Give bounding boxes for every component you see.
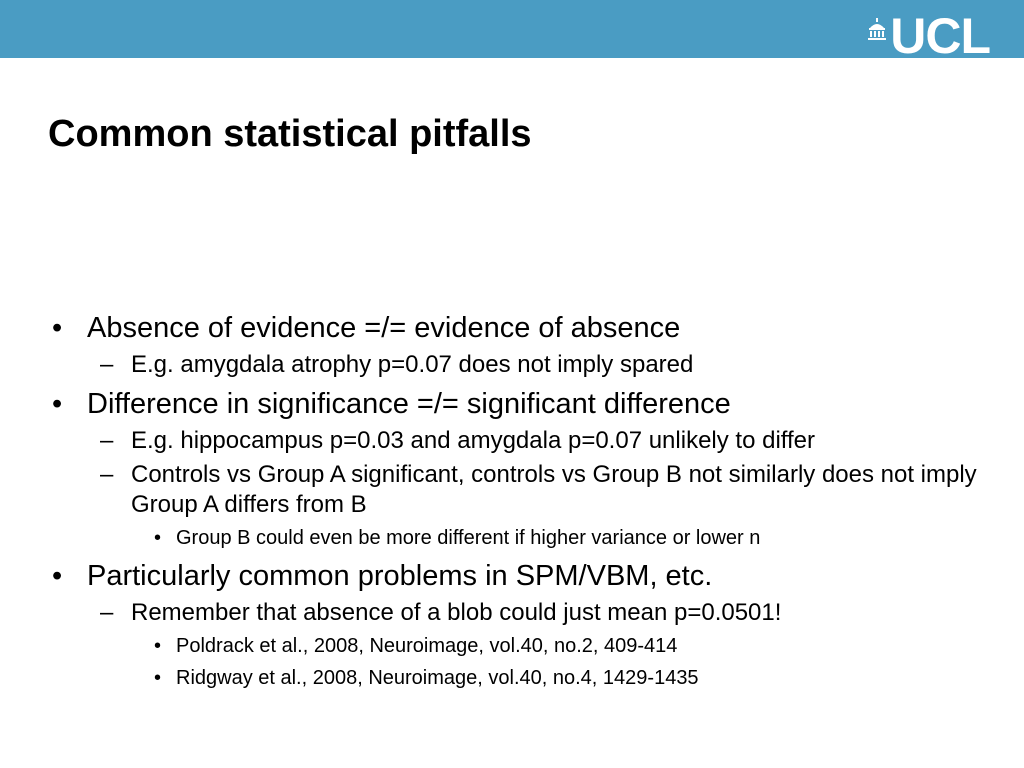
header-bar: UCL <box>0 0 1024 64</box>
sub-sub-bullet-item: • Group B could even be more different i… <box>48 524 988 552</box>
reference-text: Ridgway et al., 2008, Neuroimage, vol.40… <box>176 667 699 689</box>
dot-marker: • <box>154 635 162 657</box>
dash-marker: – <box>100 599 114 626</box>
sub-bullet-text: Remember that absence of a blob could ju… <box>131 599 782 626</box>
ucl-logo: UCL <box>868 8 991 64</box>
dash-marker: – <box>100 351 114 378</box>
bullet-item: • Difference in significance =/= signifi… <box>48 384 988 424</box>
sub-bullet-item: – E.g. hippocampus p=0.03 and amygdala p… <box>48 426 988 456</box>
bullet-text: Difference in significance =/= significa… <box>87 388 731 420</box>
dash-marker: – <box>100 427 114 454</box>
sub-sub-bullet-item: • Ridgway et al., 2008, Neuroimage, vol.… <box>48 664 988 692</box>
reference-text: Poldrack et al., 2008, Neuroimage, vol.4… <box>176 635 678 657</box>
bullet-list: • Absence of evidence =/= evidence of ab… <box>48 306 988 696</box>
logo-text: UCL <box>890 8 991 64</box>
slide-title: Common statistical pitfalls <box>48 113 532 155</box>
bullet-item: • Particularly common problems in SPM/VB… <box>48 556 988 596</box>
sub-bullet-text: Controls vs Group A significant, control… <box>131 461 977 518</box>
bullet-marker: • <box>52 388 63 420</box>
sub-bullet-text: E.g. amygdala atrophy p=0.07 does not im… <box>131 351 694 378</box>
sub-sub-bullet-item: • Poldrack et al., 2008, Neuroimage, vol… <box>48 632 988 660</box>
bullet-text: Particularly common problems in SPM/VBM,… <box>87 560 713 592</box>
portico-dome-icon <box>868 18 887 40</box>
dot-marker: • <box>154 527 162 549</box>
sub-bullet-text: E.g. hippocampus p=0.03 and amygdala p=0… <box>131 427 816 454</box>
sub-bullet-item: – Remember that absence of a blob could … <box>48 598 988 628</box>
dot-marker: • <box>154 667 162 689</box>
bullet-item: • Absence of evidence =/= evidence of ab… <box>48 308 988 348</box>
sub-bullet-item: – E.g. amygdala atrophy p=0.07 does not … <box>48 350 988 380</box>
bullet-marker: • <box>52 560 63 592</box>
dash-marker: – <box>100 461 114 488</box>
bullet-marker: • <box>52 312 63 344</box>
sub-bullet-item: – Controls vs Group A significant, contr… <box>48 460 988 520</box>
bullet-text: Absence of evidence =/= evidence of abse… <box>87 312 681 344</box>
sub-sub-bullet-text: Group B could even be more different if … <box>176 527 761 549</box>
